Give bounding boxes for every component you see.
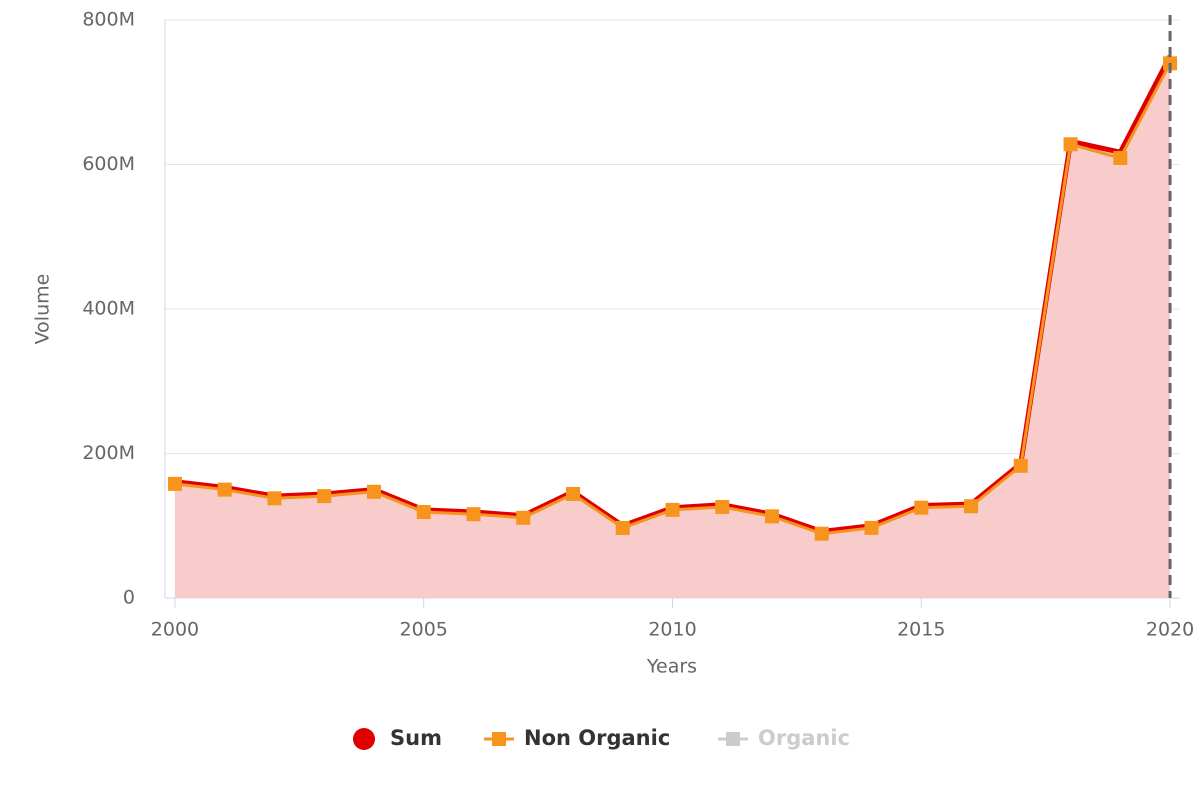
legend-symbol [492, 732, 506, 746]
marker [864, 520, 879, 535]
marker [416, 505, 431, 520]
marker [317, 489, 332, 504]
y-tick-label: 600M [82, 153, 135, 175]
y-axis-title: Volume [32, 274, 54, 345]
x-tick-label: 2010 [648, 619, 696, 641]
x-tick-label: 2005 [400, 619, 448, 641]
marker [914, 500, 929, 515]
marker [765, 509, 780, 524]
legend-label: Sum [390, 726, 442, 750]
marker [565, 486, 580, 501]
marker [1013, 458, 1028, 473]
marker [217, 482, 232, 497]
marker [964, 499, 979, 514]
legend-label: Non Organic [524, 726, 670, 750]
marker [715, 499, 730, 514]
area [174, 56, 1171, 598]
x-tick-label: 2000 [151, 619, 199, 641]
marker [1063, 137, 1078, 152]
marker [615, 520, 630, 535]
x-axis-title: Years [646, 656, 697, 678]
marker [1113, 150, 1128, 165]
legend-symbol [726, 732, 740, 746]
x-tick-label: 2015 [897, 619, 945, 641]
marker [516, 510, 531, 525]
marker [466, 507, 481, 522]
y-tick-label: 200M [82, 442, 135, 464]
x-tick-label: 2020 [1146, 619, 1194, 641]
marker [267, 491, 282, 506]
y-tick-label: 0 [123, 587, 135, 609]
y-tick-label: 800M [82, 9, 135, 31]
legend-symbol [353, 728, 375, 750]
legend-label: Organic [758, 726, 850, 750]
y-tick-label: 400M [82, 298, 135, 320]
marker [665, 502, 680, 517]
marker [366, 484, 381, 499]
marker [814, 526, 829, 541]
marker [167, 476, 182, 491]
